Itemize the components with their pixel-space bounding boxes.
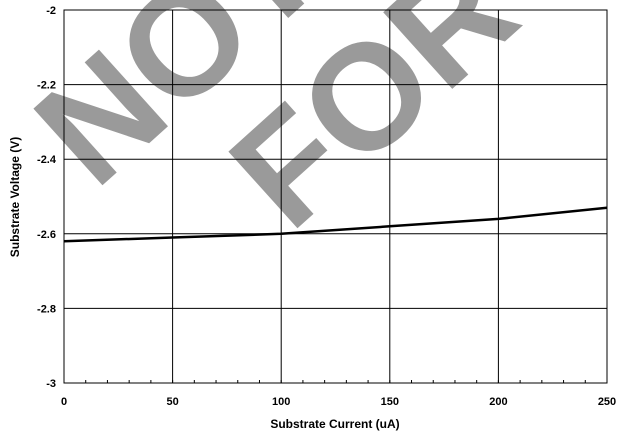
y-tick-label: -3 (46, 378, 56, 390)
series-line (63, 206, 608, 243)
x-axis-tick-labels: 0 50 100 150 200 250 (61, 396, 616, 408)
x-tick-label: 250 (598, 396, 616, 408)
x-tick-label: 50 (166, 396, 178, 408)
y-tick-label: -2.2 (37, 80, 56, 92)
x-axis-title: Substrate Current (uA) (270, 417, 399, 431)
plot-area-border (63, 9, 608, 384)
y-tick-label: -2.8 (37, 303, 56, 315)
y-tick-label: -2 (46, 5, 56, 17)
grid (63, 10, 608, 383)
x-tick-label: 200 (489, 396, 507, 408)
y-tick-label: -2.4 (37, 154, 57, 166)
x-tick-label: 0 (61, 396, 67, 408)
x-tick-label: 150 (381, 396, 399, 408)
y-axis-tick-labels: -3 -2.8 -2.6 -2.4 -2.2 -2 (37, 5, 57, 390)
y-tick-label: -2.6 (37, 229, 56, 241)
series-layer (63, 206, 608, 243)
y-axis-title: Substrate Voltage (V) (8, 137, 22, 257)
x-tick-label: 100 (272, 396, 290, 408)
